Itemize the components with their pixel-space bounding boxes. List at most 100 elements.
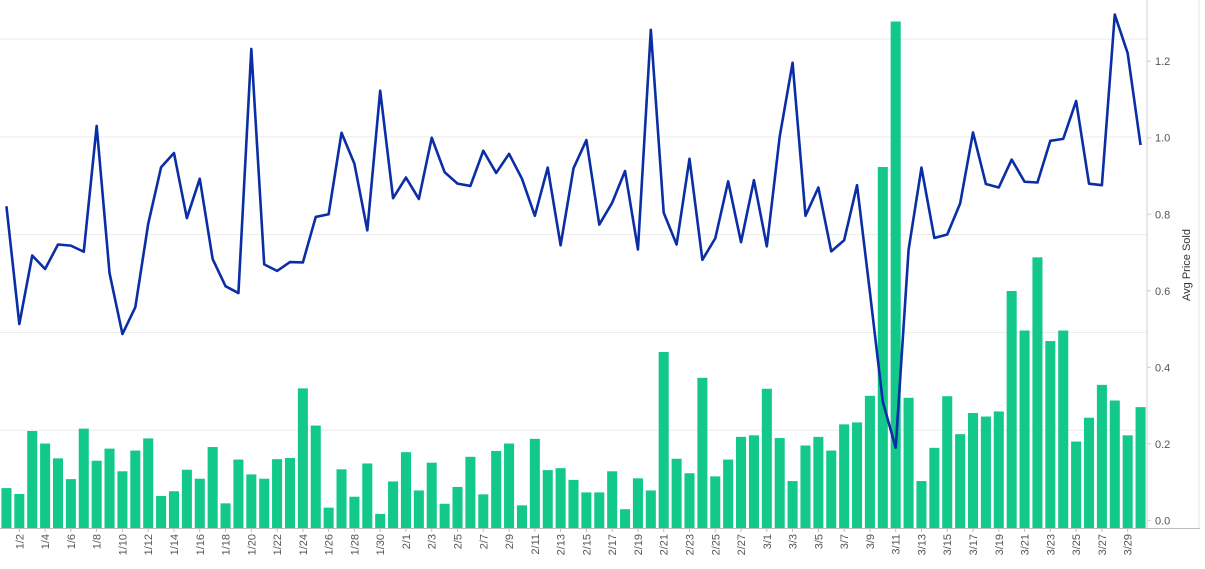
bar xyxy=(233,459,244,528)
x-tick-label: 1/20 xyxy=(246,534,258,555)
bar xyxy=(813,436,824,528)
y-tick-label: 0.6 xyxy=(1155,286,1170,298)
x-tick-label: 1/10 xyxy=(117,534,129,555)
bar xyxy=(890,21,901,529)
x-tick-label: 2/13 xyxy=(556,534,568,555)
bar xyxy=(1032,257,1043,528)
bar xyxy=(1058,330,1069,528)
bar xyxy=(877,167,888,528)
x-tick-label: 1/6 xyxy=(66,534,78,549)
bar xyxy=(27,431,38,528)
x-tick-label: 2/19 xyxy=(633,534,645,555)
bar xyxy=(78,428,89,528)
bar xyxy=(581,492,592,528)
bar xyxy=(362,463,373,528)
bar xyxy=(620,509,631,528)
bar xyxy=(684,473,695,528)
y-tick-label: 0.8 xyxy=(1155,209,1170,221)
bar-series xyxy=(1,21,1146,529)
bar xyxy=(826,450,837,528)
bar xyxy=(607,471,618,528)
x-tick-label: 2/5 xyxy=(453,534,465,549)
bar xyxy=(542,470,553,528)
bar xyxy=(748,435,759,528)
bar xyxy=(658,352,669,528)
bar xyxy=(1045,341,1056,528)
x-tick-label: 1/8 xyxy=(92,534,104,549)
x-tick-label: 2/3 xyxy=(427,534,439,549)
x-tick-label: 3/29 xyxy=(1123,534,1135,555)
x-tick-label: 1/22 xyxy=(272,534,284,555)
bar xyxy=(993,411,1004,528)
x-tick-label: 3/9 xyxy=(865,534,877,549)
x-tick-label: 2/21 xyxy=(659,534,671,555)
bar xyxy=(297,388,308,528)
bar xyxy=(130,450,141,528)
bar xyxy=(710,476,721,528)
bar xyxy=(143,438,154,528)
x-tick-label: 1/24 xyxy=(298,534,310,555)
x-tick-label: 1/2 xyxy=(14,534,26,549)
y-tick-label: 1.0 xyxy=(1155,133,1170,145)
x-tick-label: 3/27 xyxy=(1097,534,1109,555)
x-tick-label: 2/1 xyxy=(401,534,413,549)
bar xyxy=(568,479,579,528)
y-axis-title: Avg Price Sold xyxy=(1181,229,1193,301)
bar xyxy=(104,448,115,528)
x-tick-label: 2/11 xyxy=(530,534,542,555)
bar xyxy=(310,425,321,528)
bar xyxy=(413,490,424,528)
x-tick-label: 3/11 xyxy=(891,534,903,555)
bar xyxy=(1071,441,1082,528)
y-tick-label: 0.4 xyxy=(1155,362,1170,374)
x-tick-label: 3/25 xyxy=(1071,534,1083,555)
avg-price-line xyxy=(5,13,1142,449)
x-tick-label: 1/16 xyxy=(195,534,207,555)
bar xyxy=(246,474,257,528)
bar xyxy=(839,424,850,528)
y-axis-ticks: 0.0 0.2 0.4 0.6 0.8 1.0 1.2 xyxy=(1147,56,1170,527)
x-tick-label: 1/28 xyxy=(349,534,361,555)
bar xyxy=(1096,384,1107,528)
bar xyxy=(388,481,399,528)
bar xyxy=(426,462,437,528)
gridlines xyxy=(0,38,1147,431)
x-tick-label: 1/18 xyxy=(221,534,233,555)
bar xyxy=(787,481,798,528)
x-tick-label: 3/15 xyxy=(942,534,954,555)
bar xyxy=(632,478,643,528)
bar xyxy=(852,422,863,528)
bar xyxy=(723,459,734,528)
bar xyxy=(504,443,515,528)
bar xyxy=(65,479,76,528)
bar xyxy=(349,496,360,528)
bar xyxy=(478,494,489,528)
bar xyxy=(774,438,785,528)
line-series xyxy=(5,13,1142,449)
bar xyxy=(220,503,231,528)
bar xyxy=(452,486,463,528)
bar xyxy=(14,493,25,528)
bar xyxy=(1,488,12,528)
x-tick-label: 3/23 xyxy=(1045,534,1057,555)
x-tick-label: 1/4 xyxy=(40,534,52,549)
x-tick-label: 3/17 xyxy=(968,534,980,555)
x-tick-label: 2/27 xyxy=(736,534,748,555)
x-tick-label: 1/14 xyxy=(169,534,181,555)
y-tick-label: 1.2 xyxy=(1155,56,1170,68)
bar xyxy=(168,491,180,528)
bar xyxy=(967,413,979,528)
x-tick-label: 3/5 xyxy=(813,534,825,549)
bar xyxy=(645,490,656,528)
x-tick-label: 2/15 xyxy=(581,534,593,555)
bar xyxy=(91,460,102,528)
bar xyxy=(1019,330,1030,528)
x-tick-label: 2/25 xyxy=(710,534,722,555)
bar xyxy=(697,377,708,528)
bar xyxy=(671,458,682,528)
bar xyxy=(1109,400,1120,528)
x-tick-label: 3/13 xyxy=(917,534,929,555)
y-tick-label: 0.2 xyxy=(1155,439,1170,451)
bar xyxy=(529,438,540,528)
